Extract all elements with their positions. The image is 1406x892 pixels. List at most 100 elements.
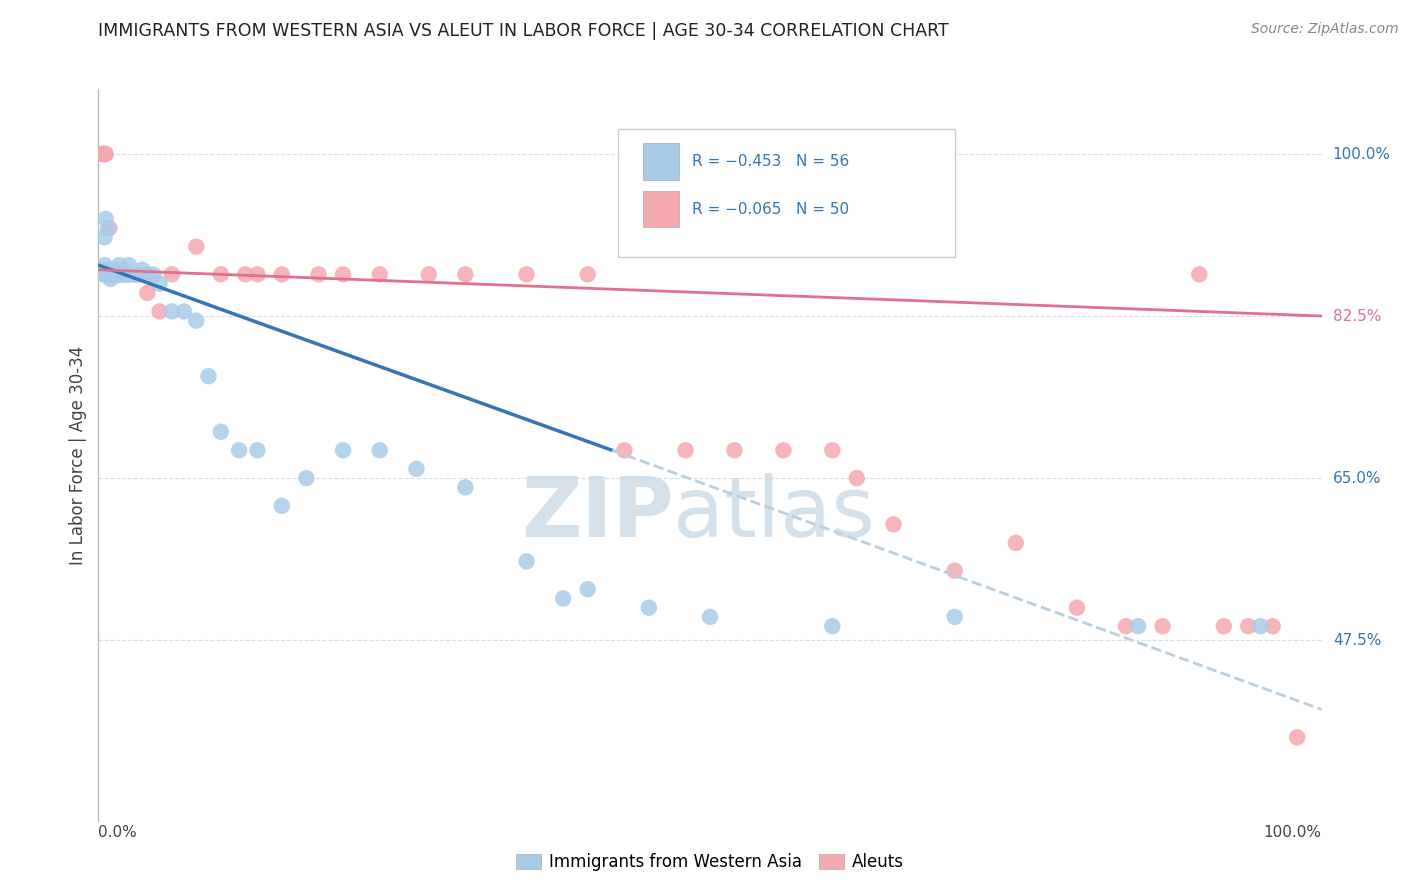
Point xyxy=(723,443,745,458)
Point xyxy=(637,600,661,615)
Point xyxy=(613,443,636,458)
Text: 47.5%: 47.5% xyxy=(1333,632,1381,648)
Point xyxy=(454,480,477,494)
Point xyxy=(149,277,172,291)
Text: 100.0%: 100.0% xyxy=(1333,146,1391,161)
Point xyxy=(418,268,440,282)
Point xyxy=(308,268,330,282)
Point xyxy=(883,517,905,532)
Text: Source: ZipAtlas.com: Source: ZipAtlas.com xyxy=(1251,22,1399,37)
Point xyxy=(101,268,124,282)
Point xyxy=(332,268,354,282)
Point xyxy=(105,268,128,282)
Text: ZIP: ZIP xyxy=(520,473,673,554)
Point xyxy=(97,221,120,235)
Point xyxy=(118,258,141,272)
Point xyxy=(821,619,844,633)
Point xyxy=(233,268,256,282)
FancyBboxPatch shape xyxy=(619,129,955,258)
Point xyxy=(246,268,269,282)
Point xyxy=(120,268,142,282)
Text: R = −0.065   N = 50: R = −0.065 N = 50 xyxy=(692,202,849,217)
Point xyxy=(114,268,136,282)
Point xyxy=(101,268,124,282)
Point xyxy=(93,147,115,161)
Point xyxy=(107,268,129,282)
Point xyxy=(943,564,966,578)
Point xyxy=(772,443,794,458)
Point xyxy=(100,272,122,286)
Point xyxy=(1286,731,1309,745)
Point xyxy=(270,268,294,282)
Point xyxy=(100,268,122,282)
Point xyxy=(124,268,146,282)
Point xyxy=(100,268,122,282)
Point xyxy=(136,268,159,282)
Point xyxy=(1237,619,1260,633)
Point xyxy=(108,268,131,282)
Point xyxy=(515,554,537,568)
Text: R = −0.453   N = 56: R = −0.453 N = 56 xyxy=(692,154,849,169)
Point xyxy=(98,221,121,235)
Point xyxy=(97,262,120,277)
Point xyxy=(103,268,125,282)
Point xyxy=(160,304,183,318)
Point xyxy=(131,262,153,277)
Point xyxy=(93,258,115,272)
Point xyxy=(91,262,114,277)
Point xyxy=(117,268,139,282)
Text: IMMIGRANTS FROM WESTERN ASIA VS ALEUT IN LABOR FORCE | AGE 30-34 CORRELATION CHA: IMMIGRANTS FROM WESTERN ASIA VS ALEUT IN… xyxy=(98,22,949,40)
Point xyxy=(96,268,118,282)
Point xyxy=(515,268,537,282)
Point xyxy=(149,304,172,318)
Point xyxy=(103,268,125,282)
Text: 82.5%: 82.5% xyxy=(1333,309,1381,324)
Point xyxy=(96,268,118,282)
Point xyxy=(142,268,165,282)
Point xyxy=(91,147,114,161)
Point xyxy=(1212,619,1234,633)
FancyBboxPatch shape xyxy=(643,144,679,180)
Point xyxy=(368,443,391,458)
Point xyxy=(332,443,354,458)
Point xyxy=(1128,619,1150,633)
Point xyxy=(173,304,195,318)
Point xyxy=(186,239,208,253)
Y-axis label: In Labor Force | Age 30-34: In Labor Force | Age 30-34 xyxy=(69,345,87,565)
Point xyxy=(197,369,219,384)
Point xyxy=(209,425,232,439)
Point xyxy=(96,268,118,282)
Point xyxy=(111,268,134,282)
Point xyxy=(1261,619,1284,633)
Point xyxy=(136,285,159,300)
Point xyxy=(93,230,115,244)
Legend: Immigrants from Western Asia, Aleuts: Immigrants from Western Asia, Aleuts xyxy=(509,847,911,878)
Point xyxy=(91,147,114,161)
Point xyxy=(108,258,131,272)
Point xyxy=(699,610,721,624)
Point xyxy=(105,268,128,282)
Point xyxy=(101,262,124,277)
Point xyxy=(228,443,250,458)
Point xyxy=(94,211,117,226)
Text: atlas: atlas xyxy=(673,473,875,554)
Point xyxy=(118,268,141,282)
Point xyxy=(821,443,844,458)
Point xyxy=(94,147,117,161)
Point xyxy=(128,268,150,282)
Point xyxy=(101,268,124,282)
Point xyxy=(186,313,208,327)
Point xyxy=(124,268,146,282)
Point xyxy=(1004,536,1026,550)
FancyBboxPatch shape xyxy=(643,191,679,227)
Point xyxy=(1249,619,1271,633)
Point xyxy=(91,147,114,161)
Point xyxy=(97,268,120,282)
Point xyxy=(553,591,575,606)
Point xyxy=(943,610,966,624)
Point xyxy=(104,262,127,277)
Text: 100.0%: 100.0% xyxy=(1264,825,1322,840)
Point xyxy=(675,443,697,458)
Point xyxy=(454,268,477,282)
Text: 0.0%: 0.0% xyxy=(98,825,138,840)
